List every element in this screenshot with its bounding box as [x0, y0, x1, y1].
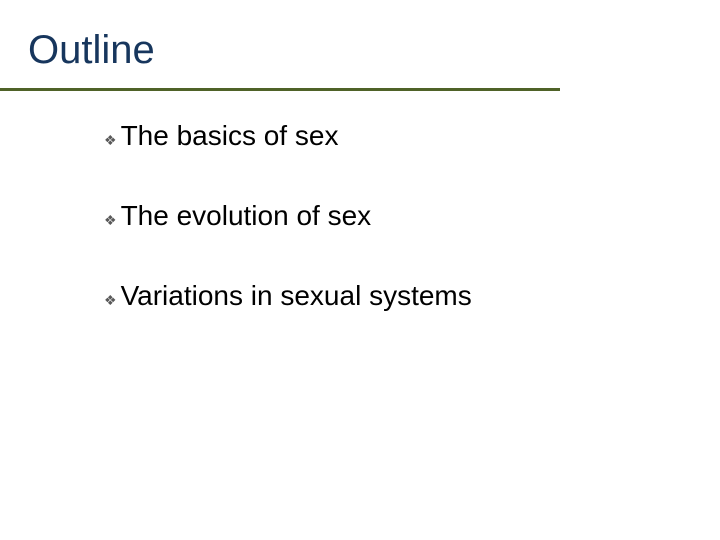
bullet-text: The evolution of sex — [121, 200, 372, 232]
title-underline — [0, 88, 560, 91]
bullet-text: The basics of sex — [121, 120, 339, 152]
bullet-item: ❖ The basics of sex — [104, 120, 472, 152]
slide: Outline ❖ The basics of sex ❖ The evolut… — [0, 0, 720, 540]
bullet-item: ❖ Variations in sexual systems — [104, 280, 472, 312]
diamond-bullet-icon: ❖ — [104, 213, 117, 227]
bullet-text: Variations in sexual systems — [121, 280, 472, 312]
diamond-bullet-icon: ❖ — [104, 293, 117, 307]
bullet-list: ❖ The basics of sex ❖ The evolution of s… — [104, 120, 472, 312]
bullet-item: ❖ The evolution of sex — [104, 200, 472, 232]
slide-title: Outline — [28, 28, 155, 73]
diamond-bullet-icon: ❖ — [104, 133, 117, 147]
